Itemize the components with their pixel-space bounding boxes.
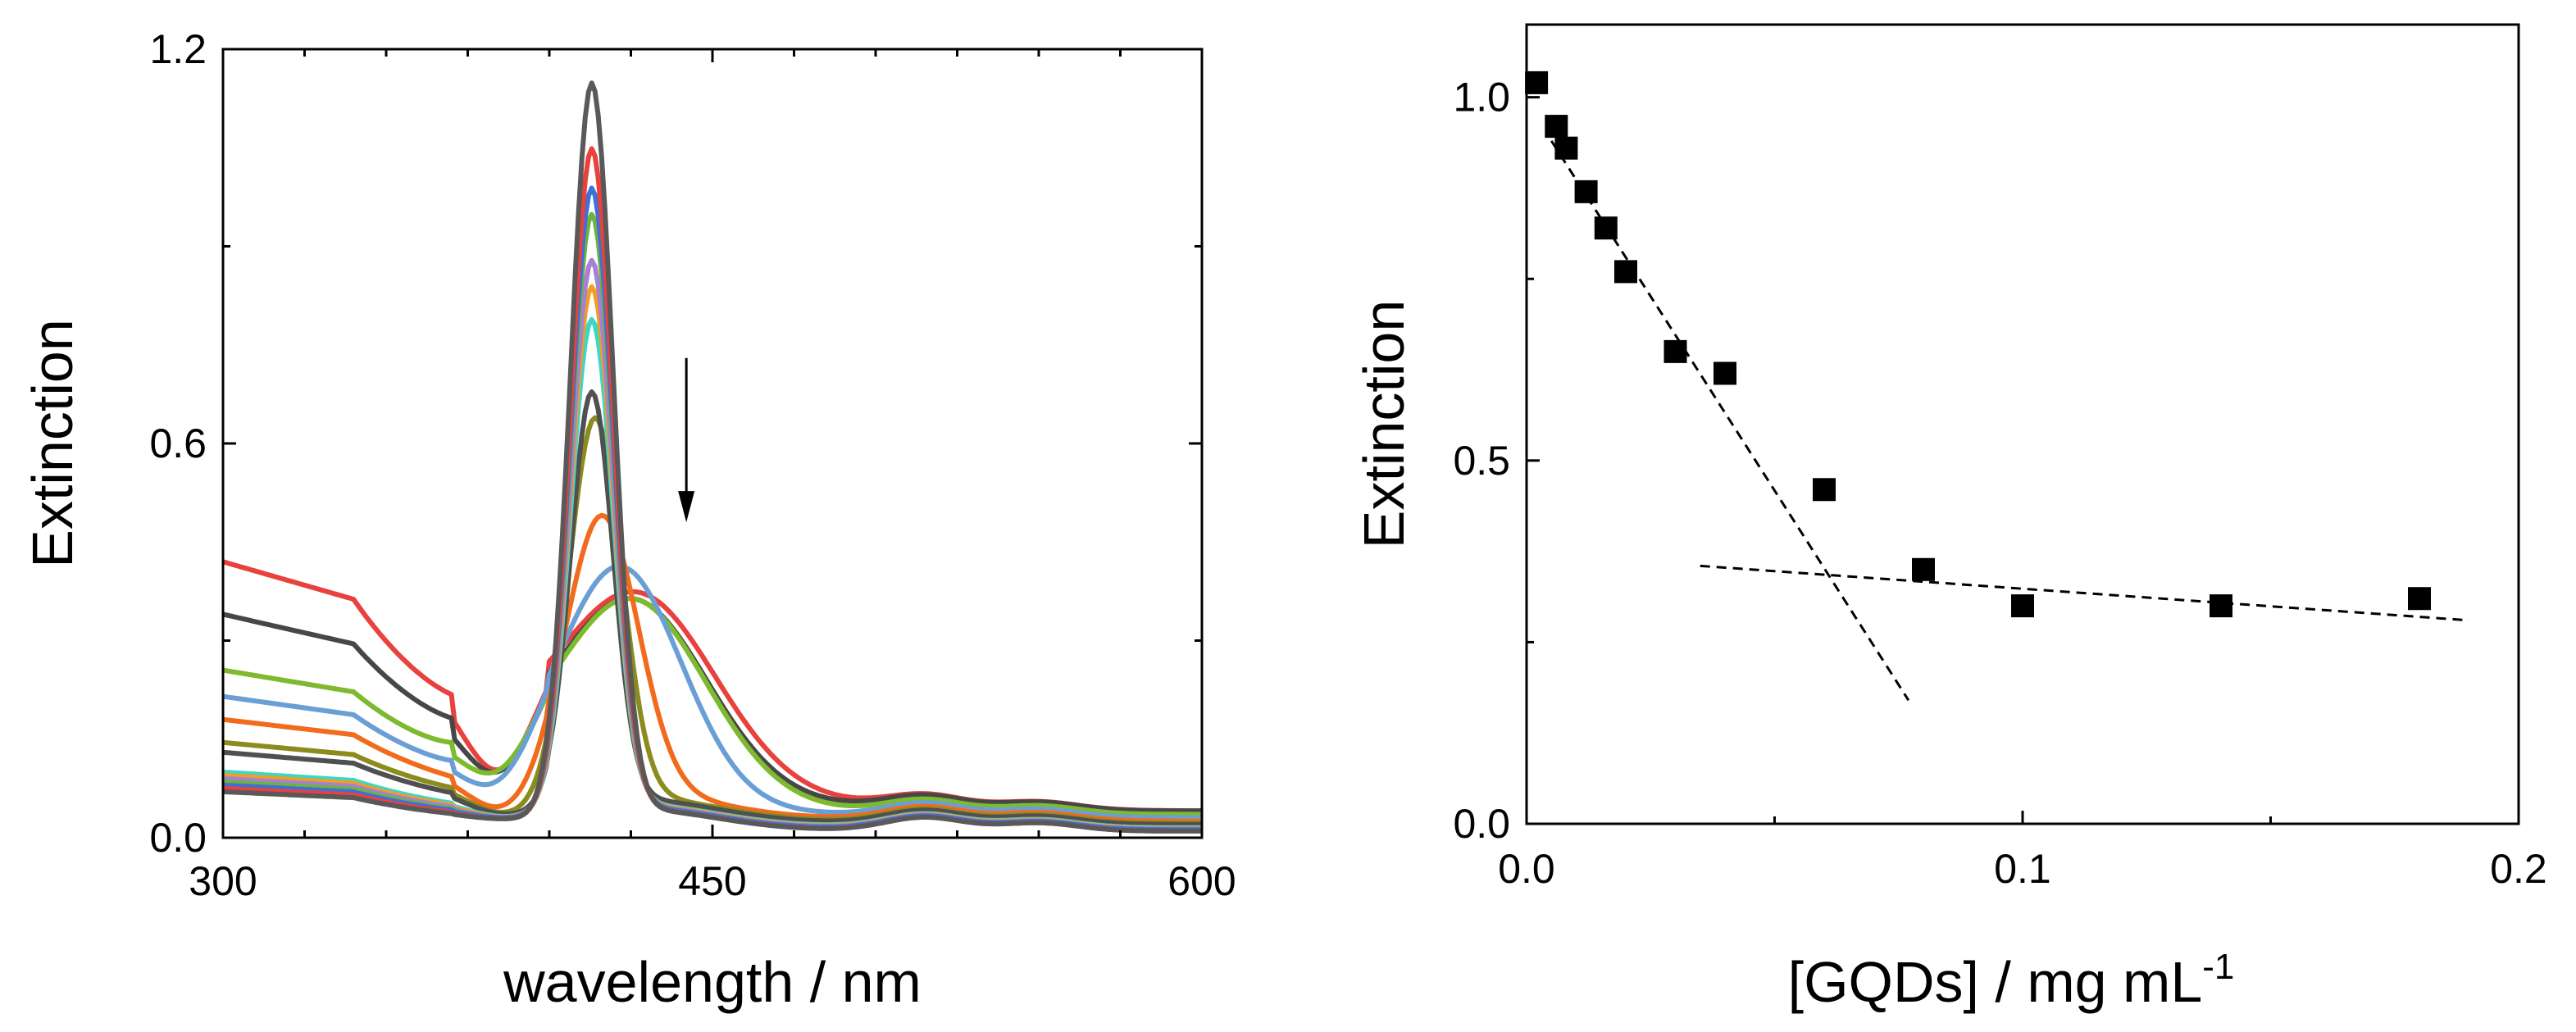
data-point <box>1545 115 1568 139</box>
decrease-arrow-head <box>678 491 695 523</box>
spectrum-line-s7 <box>223 316 1202 830</box>
right-x-axis-label-text: [GQDs] / mg mL <box>1788 950 2203 1014</box>
data-point <box>2011 594 2034 618</box>
left-y-tick-label: 1.2 <box>149 26 207 72</box>
left-x-tick-label: 600 <box>1167 858 1236 904</box>
right-plot-frame <box>1525 23 2520 825</box>
data-point <box>1912 557 1935 581</box>
left-plot-frame <box>221 48 1204 839</box>
left-y-tick-label: 0.6 <box>149 421 207 466</box>
spectrum-line-s11 <box>223 563 1202 821</box>
left-x-tick-label: 450 <box>678 858 746 904</box>
spectra-series-group <box>223 80 1202 834</box>
data-point <box>2210 594 2232 618</box>
right-y-tick-label: 1.0 <box>1453 75 1510 120</box>
right-x-tick-label: 0.2 <box>2490 846 2547 892</box>
right-y-tick-label: 0.5 <box>1453 438 1510 484</box>
right-x-axis-label-superscript: -1 <box>2202 947 2234 987</box>
right-panel-extinction-vs-concentration-chart: 0.0 0.1 0.2 0.0 0.5 1.0 [GQDs] / mg mL-1 Extinc… <box>1352 23 2547 1014</box>
left-y-tick-label: 0.0 <box>149 815 207 861</box>
data-point <box>1554 136 1578 160</box>
data-point <box>1714 361 1736 385</box>
spectrum-line-s1 <box>223 80 1202 834</box>
data-point <box>1574 180 1598 203</box>
spectrum-line-s4 <box>223 211 1202 833</box>
left-x-tick-label: 300 <box>189 858 257 904</box>
data-point <box>1525 70 1549 94</box>
right-x-axis-label: [GQDs] / mg mL-1 <box>1788 947 2235 1014</box>
spectrum-line-s8 <box>223 389 1202 827</box>
spectrum-line-s6 <box>223 284 1202 831</box>
right-y-tick-label: 0.0 <box>1453 801 1510 847</box>
data-point <box>1614 260 1637 284</box>
data-point <box>1663 339 1687 363</box>
left-y-axis-label: Extinction <box>20 319 84 567</box>
flat-fit-line <box>1700 564 2469 622</box>
right-y-axis-label: Extinction <box>1352 300 1416 548</box>
left-panel-spectra-chart: 300 450 600 0.0 0.6 1.2 wavelength / nm Extinct… <box>20 26 1236 1014</box>
right-x-tick-label: 0.1 <box>1994 846 2051 892</box>
data-point <box>2408 587 2431 611</box>
left-x-ticks <box>221 49 1204 838</box>
left-x-axis-label: wavelength / nm <box>503 950 922 1014</box>
spectrum-line-s12 <box>223 596 1202 817</box>
steep-fit-line <box>1550 140 1910 702</box>
right-x-tick-label: 0.0 <box>1498 846 1555 892</box>
data-point <box>1594 216 1618 240</box>
data-point <box>1813 478 1836 502</box>
